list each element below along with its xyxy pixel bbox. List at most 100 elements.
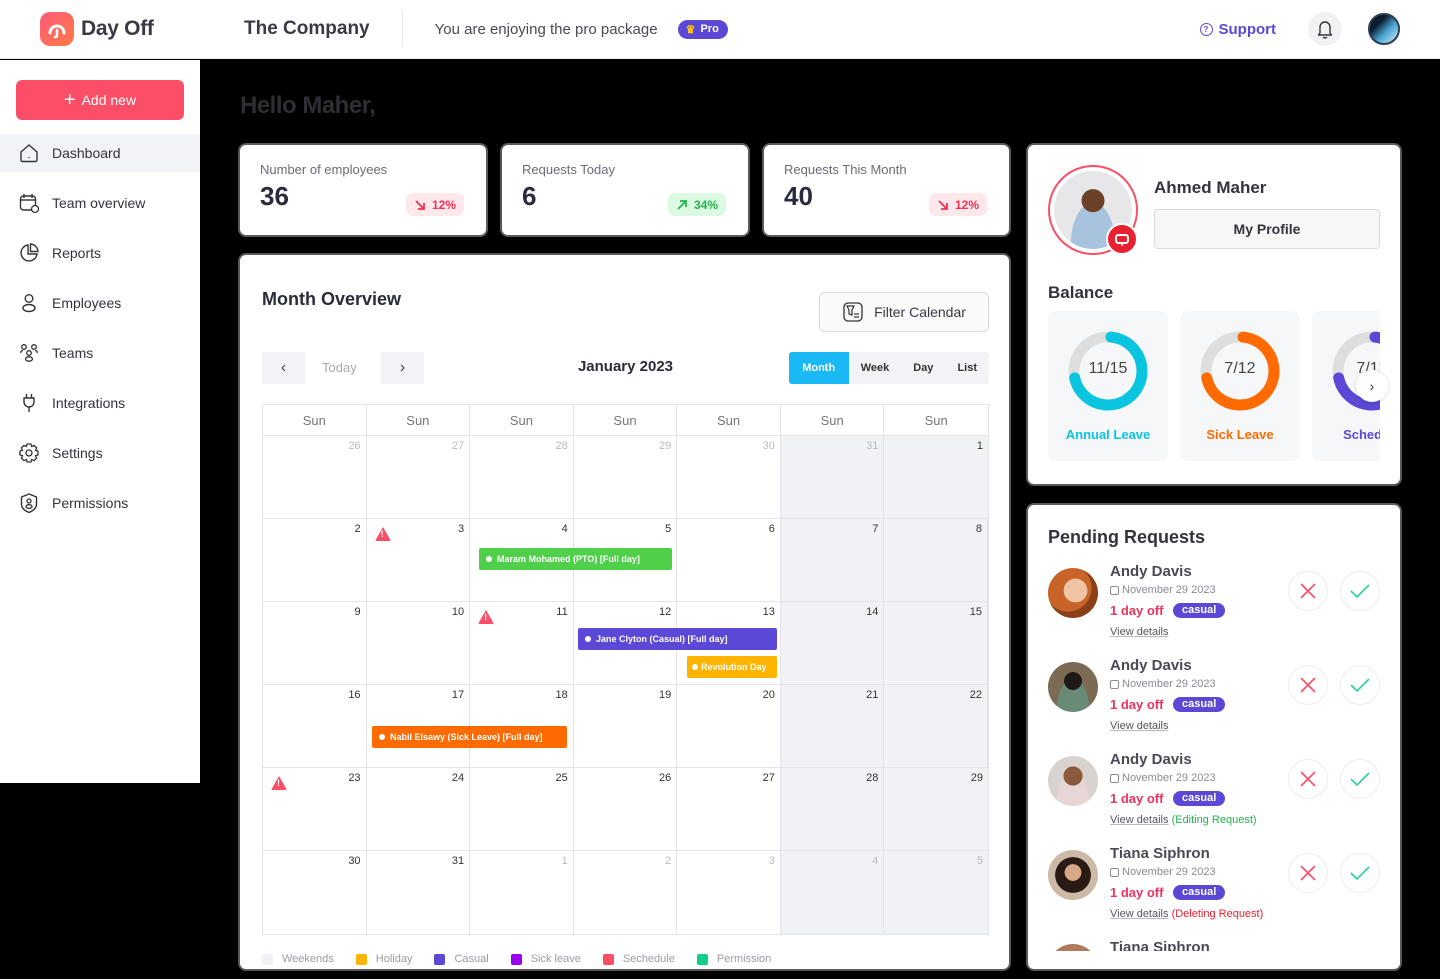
- calendar-day[interactable]: 5: [574, 519, 678, 601]
- check-icon: [1350, 584, 1370, 599]
- calendar-day[interactable]: 2: [263, 519, 367, 601]
- add-new-button[interactable]: + Add new: [16, 80, 184, 120]
- calendar-day[interactable]: 26: [263, 436, 367, 518]
- calendar-week: 9 10 11 12 13 14 15 Jane Clyton (Casual)…: [263, 602, 988, 685]
- filter-icon: [843, 302, 863, 322]
- view-list[interactable]: List: [957, 362, 977, 374]
- next-month-button[interactable]: ›: [381, 352, 424, 384]
- sidebar-item-dashboard[interactable]: Dashboard: [0, 134, 200, 172]
- calendar-event[interactable]: Maram Mohamed (PTO) [Full day]: [479, 548, 672, 570]
- warning-icon[interactable]: [478, 610, 495, 624]
- view-month[interactable]: Month: [788, 352, 849, 384]
- calendar-day[interactable]: 9: [263, 602, 367, 684]
- reject-button[interactable]: [1288, 759, 1328, 799]
- legend-swatch: [510, 953, 522, 965]
- calendar-day[interactable]: 15: [884, 602, 988, 684]
- approve-button[interactable]: [1340, 665, 1380, 705]
- calendar-day[interactable]: 11: [470, 602, 574, 684]
- calendar-day[interactable]: 31: [780, 436, 885, 518]
- app-logo[interactable]: Day Off: [0, 0, 200, 59]
- balance-next-button[interactable]: ›: [1356, 370, 1388, 402]
- sidebar-item-employees[interactable]: Employees: [0, 284, 200, 322]
- legend-schedule: Sechedule: [602, 953, 675, 965]
- approve-button[interactable]: [1340, 571, 1380, 611]
- month-overview-title: Month Overview: [262, 289, 402, 309]
- support-link[interactable]: ? Support: [1199, 21, 1276, 38]
- view-details-link[interactable]: View details: [1110, 720, 1169, 732]
- calendar-day[interactable]: 23: [263, 768, 367, 850]
- calendar-day[interactable]: 2: [574, 851, 678, 934]
- pending-requests-list[interactable]: Andy Davis November 29 2023 1 day off ca…: [1028, 505, 1400, 951]
- balance-card-annual[interactable]: 11/15 Annual Leave: [1048, 311, 1168, 461]
- user-avatar[interactable]: [1368, 13, 1400, 45]
- calendar-day[interactable]: 24: [367, 768, 471, 850]
- calendar-day[interactable]: 31: [367, 851, 471, 934]
- stat-card-requests-month: Requests This Month 40 12%: [764, 145, 1009, 235]
- view-details-link[interactable]: View details (Editing Request): [1110, 814, 1257, 826]
- prev-month-button[interactable]: ‹: [262, 352, 305, 384]
- approve-button[interactable]: [1340, 759, 1380, 799]
- view-day[interactable]: Day: [913, 362, 934, 374]
- calendar-day[interactable]: 10: [367, 602, 471, 684]
- view-details-link[interactable]: View details (Deleting Request): [1110, 908, 1263, 920]
- legend-weekends: Weekends: [262, 953, 334, 965]
- weekday-label: Sun: [924, 412, 948, 428]
- notifications-button[interactable]: [1308, 12, 1342, 46]
- balance-card-sick[interactable]: 7/12 Sick Leave: [1180, 311, 1300, 461]
- calendar-event[interactable]: Revolution Day: [687, 656, 777, 678]
- calendar-day[interactable]: 1: [884, 436, 988, 518]
- calendar-day[interactable]: 27: [367, 436, 471, 518]
- calendar-day[interactable]: 6: [677, 519, 781, 601]
- request-date-text: November 29 2023: [1122, 772, 1216, 784]
- calendar-day[interactable]: 27: [677, 768, 781, 850]
- sidebar-item-teams[interactable]: Teams: [0, 334, 200, 372]
- calendar-event[interactable]: Jane Clyton (Casual) [Full day]: [578, 628, 777, 650]
- request-duration: 1 day off: [1110, 791, 1164, 806]
- sidebar-item-reports[interactable]: Reports: [0, 234, 200, 272]
- calendar-day[interactable]: 5: [884, 851, 988, 934]
- calendar-day[interactable]: 29: [574, 436, 678, 518]
- sidebar-item-settings[interactable]: Settings: [0, 434, 200, 472]
- today-button[interactable]: Today: [322, 360, 357, 375]
- view-details-link[interactable]: View details: [1110, 626, 1169, 638]
- calendar-day[interactable]: 30: [677, 436, 781, 518]
- calendar-day[interactable]: 8: [884, 519, 988, 601]
- calendar-day[interactable]: 13: [677, 602, 781, 684]
- leave-type-tag: casual: [1173, 603, 1226, 618]
- calendar-day[interactable]: 18: [470, 685, 574, 767]
- approve-button[interactable]: [1340, 853, 1380, 893]
- profile-avatar[interactable]: [1048, 165, 1138, 255]
- reject-button[interactable]: [1288, 665, 1328, 705]
- warning-icon[interactable]: [374, 527, 391, 541]
- reject-button[interactable]: [1288, 853, 1328, 893]
- calendar-day[interactable]: 7: [780, 519, 885, 601]
- calendar-day[interactable]: 1: [470, 851, 574, 934]
- calendar-day[interactable]: 22: [884, 685, 988, 767]
- calendar-day[interactable]: 30: [263, 851, 367, 934]
- sidebar-item-team-overview[interactable]: Team overview: [0, 184, 200, 222]
- calendar-day[interactable]: 3: [677, 851, 781, 934]
- filter-calendar-button[interactable]: Filter Calendar: [819, 292, 989, 332]
- sidebar-item-permissions[interactable]: Permissions: [0, 484, 200, 522]
- calendar-day[interactable]: 28: [780, 768, 885, 850]
- calendar-day[interactable]: 21: [780, 685, 885, 767]
- calendar-day[interactable]: 25: [470, 768, 574, 850]
- day-number: 11: [556, 606, 568, 618]
- calendar-day[interactable]: 28: [470, 436, 574, 518]
- calendar-event[interactable]: Nabil Elsawy (Sick Leave) [Full day]: [372, 726, 567, 748]
- calendar-day[interactable]: 19: [574, 685, 678, 767]
- calendar-day[interactable]: 14: [780, 602, 885, 684]
- calendar-day[interactable]: 3: [367, 519, 471, 601]
- calendar-day[interactable]: 4: [780, 851, 885, 934]
- warning-icon[interactable]: [271, 776, 287, 790]
- my-profile-button[interactable]: My Profile: [1154, 209, 1380, 249]
- sidebar-item-integrations[interactable]: Integrations: [0, 384, 200, 422]
- request-date-text: November 29 2023: [1122, 678, 1216, 690]
- reject-button[interactable]: [1288, 571, 1328, 611]
- calendar-day[interactable]: 20: [677, 685, 781, 767]
- calendar-day[interactable]: 26: [574, 768, 678, 850]
- view-week[interactable]: Week: [860, 362, 890, 374]
- calendar-day[interactable]: 16: [263, 685, 367, 767]
- calendar-day[interactable]: 29: [884, 768, 988, 850]
- balance-label: Sick Leave: [1206, 427, 1274, 442]
